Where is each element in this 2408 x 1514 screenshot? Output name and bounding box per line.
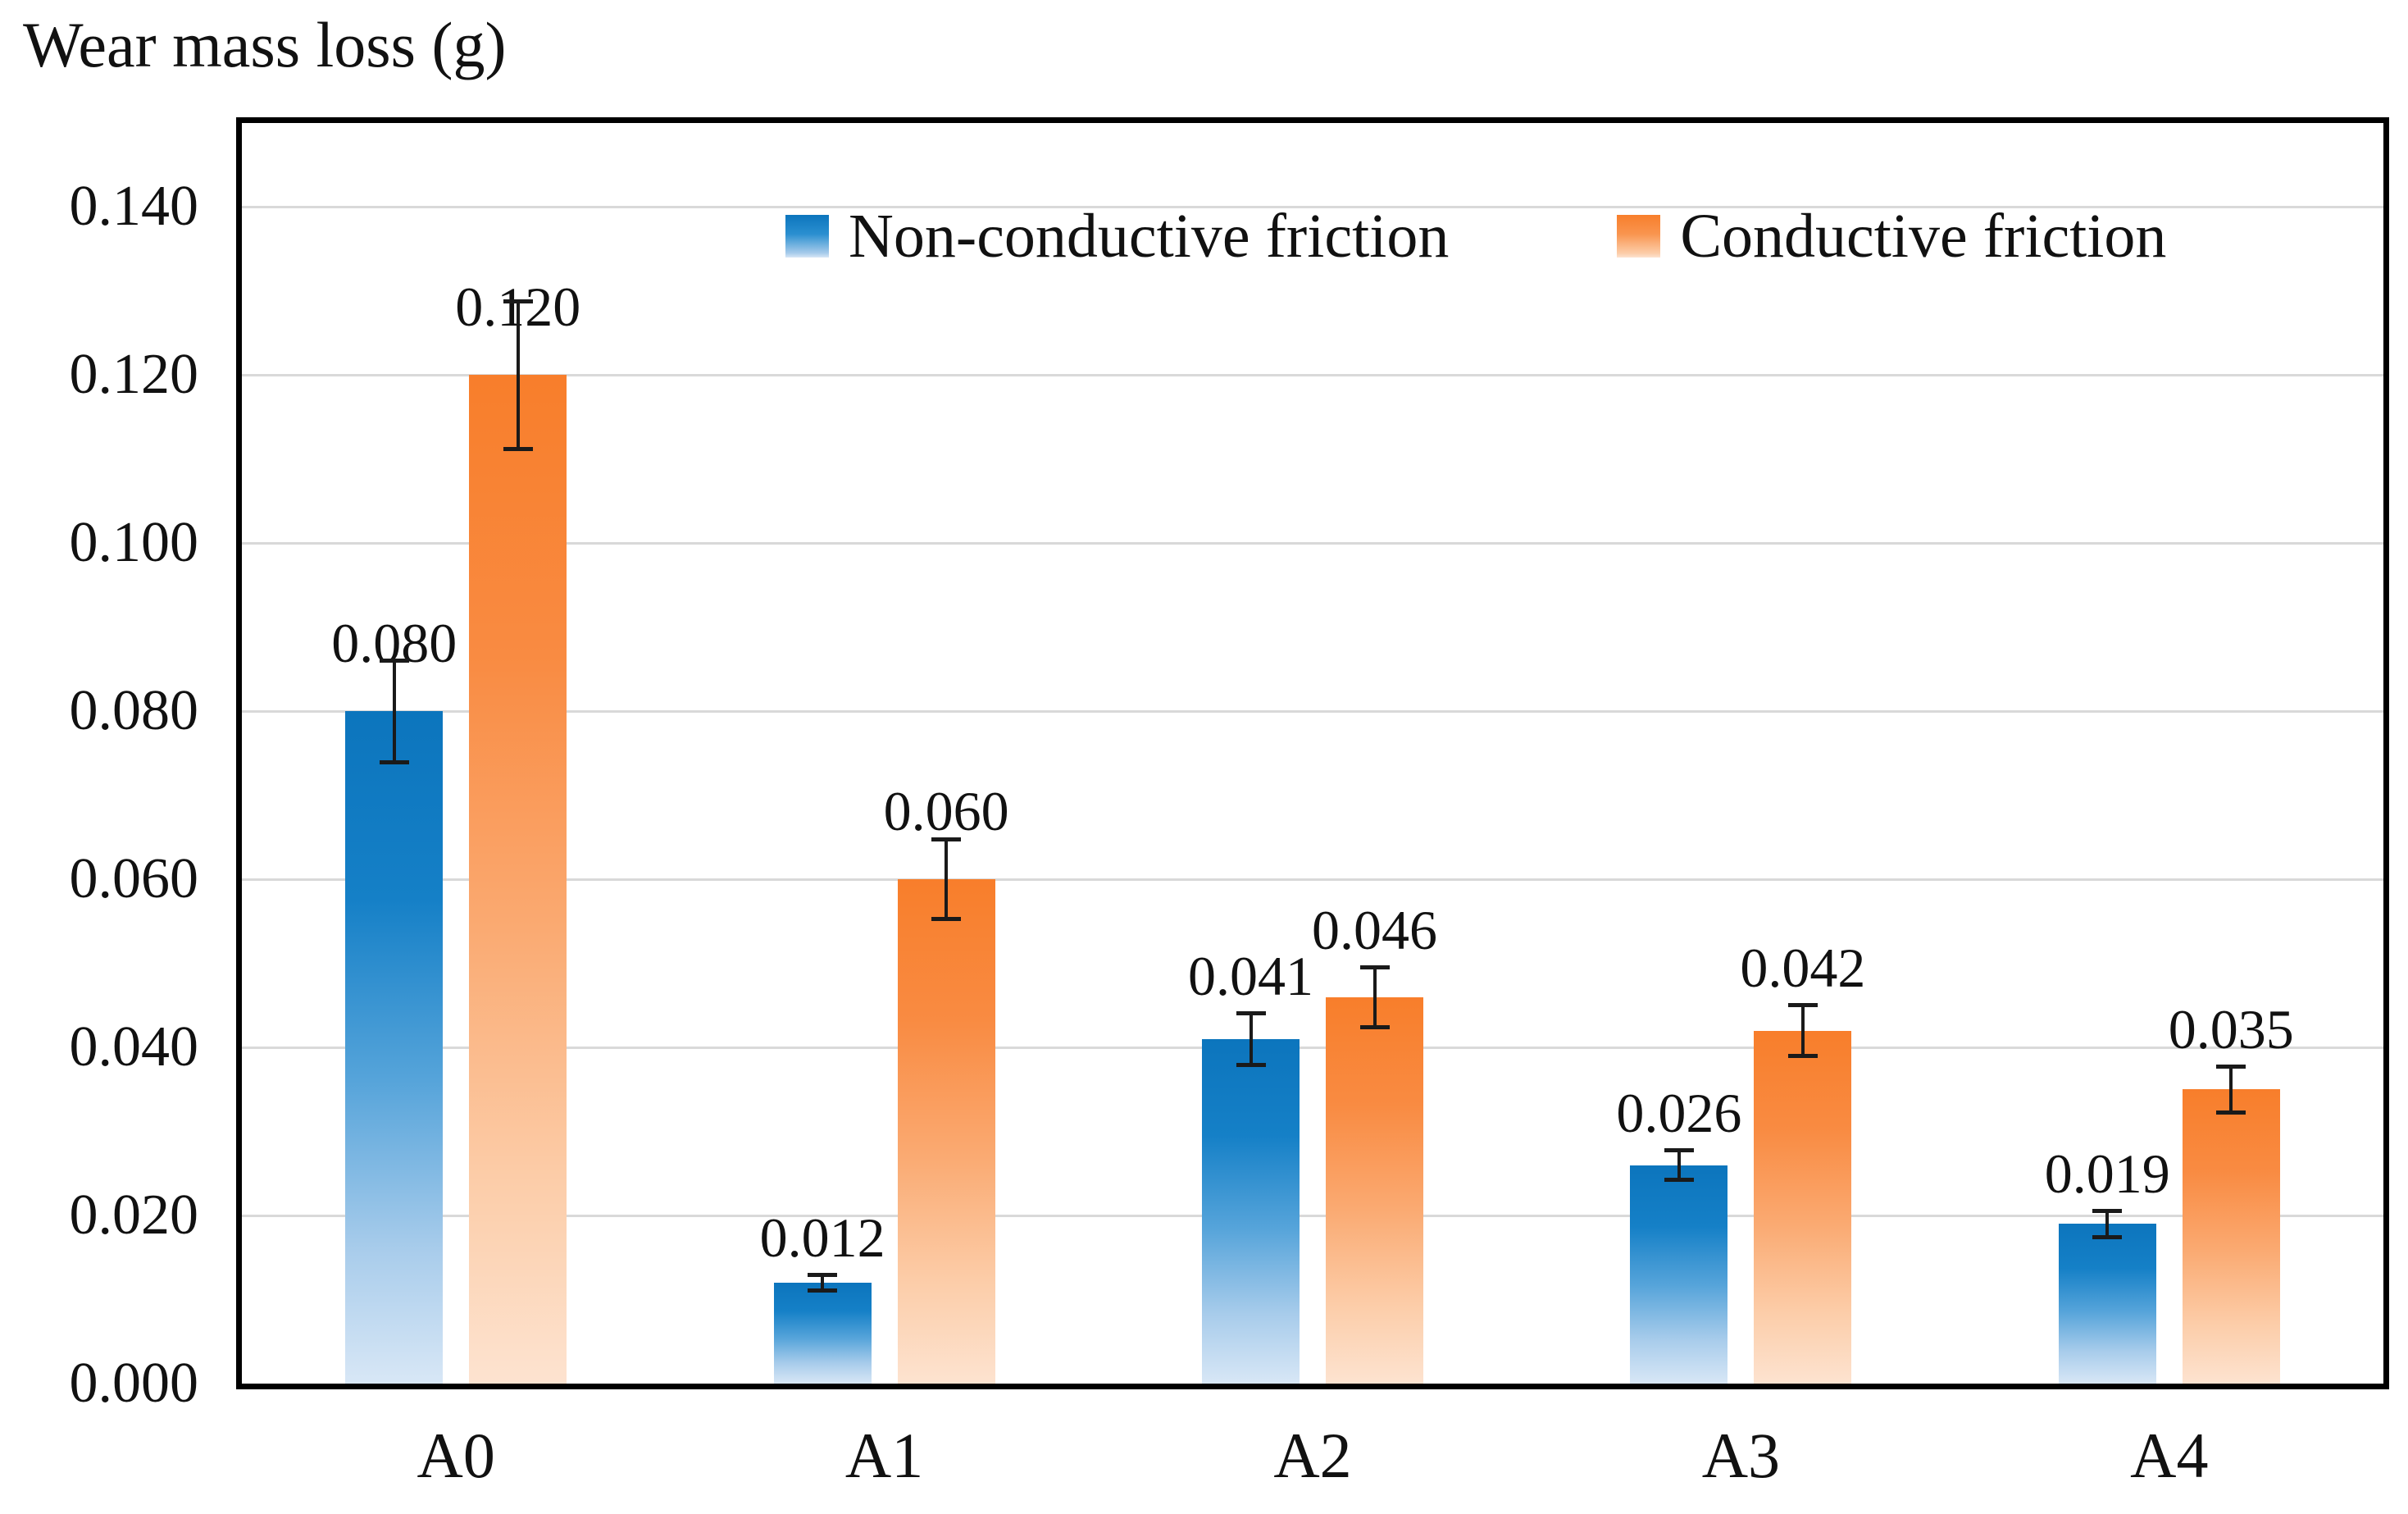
error-bar-A2-series-0 [1236,1011,1266,1067]
x-tick-label-A0: A0 [417,1420,495,1491]
error-cap-bottom [379,759,409,764]
x-tick-label-A2: A2 [1273,1420,1352,1491]
bar-A1-series-1 [897,879,995,1384]
legend-swatch-icon [785,215,829,258]
y-tick-label: 0.020 [69,1183,199,1247]
bar-A4-series-0 [2058,1224,2156,1384]
error-bar-A3-series-1 [1787,1002,1818,1059]
error-stem [1677,1148,1681,1183]
data-label-A2-series-0: 0.041 [1188,945,1313,1008]
gridline-0.040 [242,1046,2383,1049]
error-stem [1249,1011,1253,1067]
data-label-A4-series-1: 0.035 [2168,997,2294,1060]
bar-A2-series-1 [1326,996,1423,1384]
bar-A0-series-1 [469,375,567,1384]
error-bar-A0-series-0 [379,658,409,764]
error-cap-bottom [1359,1024,1390,1029]
y-tick-label: 0.060 [69,847,199,911]
legend-label: Conductive friction [1680,202,2167,271]
data-label-A3-series-1: 0.042 [1740,936,1866,999]
error-cap-bottom [1236,1062,1266,1067]
error-bar-A1-series-1 [931,837,962,922]
y-tick-label: 0.100 [69,511,199,575]
y-tick-label: 0.120 [69,343,199,407]
x-tick-label-A1: A1 [844,1420,924,1491]
x-tick-label-A3: A3 [1701,1420,1781,1491]
bar-A3-series-0 [1630,1165,1728,1384]
legend-label: Non-conductive friction [849,202,1450,271]
error-cap-bottom [2216,1110,2246,1115]
bar-A1-series-0 [773,1283,872,1384]
error-stem [516,299,520,451]
error-stem [392,658,396,764]
data-label-A2-series-1: 0.046 [1312,898,1437,961]
y-tick-label: 0.000 [69,1352,199,1415]
error-bar-A2-series-1 [1359,964,1390,1029]
error-stem [945,837,949,922]
error-cap-bottom [2092,1234,2123,1239]
error-bar-A4-series-0 [2092,1208,2123,1239]
y-tick-label: 0.080 [69,679,199,743]
data-label-A4-series-0: 0.019 [2044,1142,2170,1205]
x-tick-label-A4: A4 [2130,1420,2209,1491]
error-stem [2105,1208,2110,1239]
error-stem [1800,1002,1805,1059]
data-label-A1-series-1: 0.060 [883,780,1009,843]
gridline-0.140 [242,205,2383,208]
error-cap-bottom [931,917,962,922]
gridline-0.020 [242,1214,2383,1217]
y-tick-label: 0.140 [69,175,199,239]
error-cap-bottom [503,446,533,451]
error-cap-bottom [1787,1054,1818,1059]
data-label-A1-series-0: 0.012 [759,1206,885,1269]
legend-item-series-0: Non-conductive friction [785,203,1449,269]
error-stem [2229,1064,2233,1115]
data-label-A3-series-0: 0.026 [1616,1082,1742,1145]
legend-item-series-1: Conductive friction [1617,203,2166,269]
chart-title: Wear mass loss (g) [23,9,507,80]
gridline-0.120 [242,373,2383,376]
gridline-0.080 [242,709,2383,713]
error-bar-A1-series-0 [808,1272,838,1293]
bar-A0-series-0 [345,711,444,1384]
legend-swatch-icon [1617,215,1661,258]
error-bar-A4-series-1 [2216,1064,2246,1115]
error-cap-bottom [808,1288,838,1293]
bar-A3-series-1 [1754,1030,1852,1384]
error-stem [1372,964,1377,1029]
bar-A4-series-1 [2182,1089,2280,1384]
bar-A2-series-0 [1202,1038,1300,1384]
error-bar-A0-series-1 [503,299,533,451]
y-tick-label: 0.040 [69,1015,199,1079]
error-bar-A3-series-0 [1664,1148,1694,1183]
error-cap-bottom [1664,1178,1694,1183]
error-stem [821,1272,825,1293]
gridline-0.100 [242,541,2383,545]
legend: Non-conductive friction Conductive fricti… [785,203,2166,269]
gridline-0.060 [242,878,2383,881]
